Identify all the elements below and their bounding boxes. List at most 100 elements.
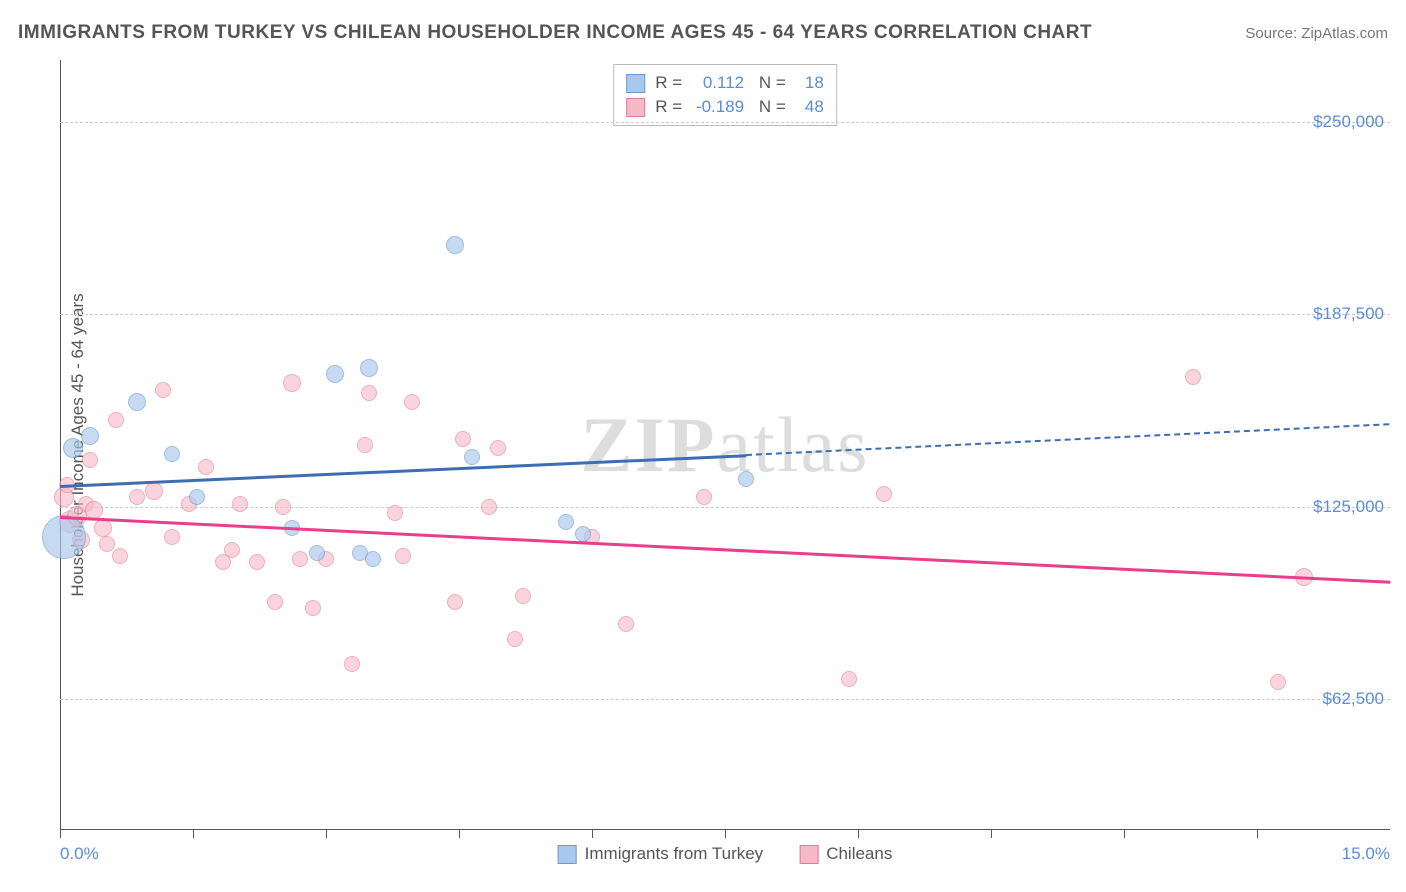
source-name: ZipAtlas.com (1301, 25, 1388, 42)
data-point-chilean (198, 459, 214, 475)
data-point-turkey (464, 449, 480, 465)
n-value-chilean: 48 (792, 97, 824, 117)
data-point-chilean (1270, 674, 1286, 690)
swatch-chilean (799, 845, 818, 864)
x-tick-label-last: 15.0% (1342, 844, 1390, 864)
n-label: N = (754, 97, 786, 117)
x-tick (1124, 830, 1125, 838)
data-point-chilean (305, 600, 321, 616)
y-axis-line (60, 60, 61, 830)
data-point-chilean (618, 616, 634, 632)
data-point-chilean (267, 594, 283, 610)
data-point-turkey (189, 489, 205, 505)
data-point-chilean (155, 382, 171, 398)
legend-label-chilean: Chileans (826, 844, 892, 864)
x-tick (725, 830, 726, 838)
correlation-row-chilean: R = -0.189 N = 48 (626, 95, 824, 119)
data-point-chilean (395, 548, 411, 564)
plot-container: Householder Income Ages 45 - 64 years ZI… (60, 60, 1390, 830)
data-point-chilean (164, 529, 180, 545)
gridline-h (60, 314, 1390, 315)
watermark: ZIPatlas (581, 400, 870, 490)
source-attribution: Source: ZipAtlas.com (1245, 25, 1388, 42)
y-tick-label: $250,000 (1313, 112, 1384, 132)
n-value-turkey: 18 (792, 73, 824, 93)
data-point-chilean (455, 431, 471, 447)
x-tick (193, 830, 194, 838)
data-point-chilean (447, 594, 463, 610)
data-point-chilean (99, 536, 115, 552)
data-point-chilean (145, 482, 163, 500)
plot-area: ZIPatlas R = 0.112 N = 18 R = -0.189 N =… (60, 60, 1390, 830)
r-value-chilean: -0.189 (688, 97, 744, 117)
data-point-chilean (490, 440, 506, 456)
correlation-row-turkey: R = 0.112 N = 18 (626, 71, 824, 95)
data-point-turkey (575, 526, 591, 542)
x-tick (1257, 830, 1258, 838)
data-point-turkey (63, 438, 83, 458)
x-tick (991, 830, 992, 838)
data-point-chilean (361, 385, 377, 401)
data-point-chilean (1185, 369, 1201, 385)
x-tick (60, 830, 61, 838)
y-tick-label: $125,000 (1313, 497, 1384, 517)
y-tick-label: $187,500 (1313, 304, 1384, 324)
data-point-chilean (344, 656, 360, 672)
n-label: N = (754, 73, 786, 93)
swatch-chilean (626, 98, 645, 117)
source-label: Source: (1245, 25, 1301, 42)
r-label: R = (655, 73, 682, 93)
swatch-turkey (626, 74, 645, 93)
legend-item-chilean: Chileans (799, 844, 892, 864)
x-tick (459, 830, 460, 838)
data-point-turkey (360, 359, 378, 377)
data-point-turkey (446, 236, 464, 254)
data-point-turkey (42, 515, 86, 559)
gridline-h (60, 699, 1390, 700)
trend-line-dashed (746, 423, 1390, 456)
data-point-chilean (387, 505, 403, 521)
data-point-chilean (292, 551, 308, 567)
data-point-chilean (481, 499, 497, 515)
data-point-chilean (275, 499, 291, 515)
data-point-turkey (309, 545, 325, 561)
data-point-turkey (326, 365, 344, 383)
y-tick-label: $62,500 (1323, 689, 1384, 709)
data-point-chilean (283, 374, 301, 392)
gridline-h (60, 122, 1390, 123)
data-point-turkey (128, 393, 146, 411)
chart-title: IMMIGRANTS FROM TURKEY VS CHILEAN HOUSEH… (18, 22, 1092, 44)
r-value-turkey: 0.112 (688, 73, 744, 93)
data-point-chilean (94, 519, 112, 537)
data-point-chilean (129, 489, 145, 505)
data-point-chilean (515, 588, 531, 604)
legend-item-turkey: Immigrants from Turkey (558, 844, 764, 864)
title-bar: IMMIGRANTS FROM TURKEY VS CHILEAN HOUSEH… (18, 22, 1388, 44)
data-point-chilean (232, 496, 248, 512)
data-point-chilean (82, 452, 98, 468)
data-point-turkey (81, 427, 99, 445)
legend-label-turkey: Immigrants from Turkey (585, 844, 764, 864)
data-point-turkey (365, 551, 381, 567)
data-point-chilean (404, 394, 420, 410)
trend-line (60, 516, 1390, 583)
data-point-chilean (249, 554, 265, 570)
watermark-bold: ZIP (581, 401, 717, 488)
x-tick-label-first: 0.0% (60, 844, 99, 864)
data-point-turkey (164, 446, 180, 462)
data-point-chilean (357, 437, 373, 453)
x-tick (858, 830, 859, 838)
data-point-turkey (738, 471, 754, 487)
swatch-turkey (558, 845, 577, 864)
series-legend: Immigrants from Turkey Chileans (558, 844, 893, 864)
correlation-legend: R = 0.112 N = 18 R = -0.189 N = 48 (613, 64, 837, 126)
data-point-chilean (108, 412, 124, 428)
data-point-chilean (112, 548, 128, 564)
x-tick (326, 830, 327, 838)
data-point-chilean (841, 671, 857, 687)
gridline-h (60, 507, 1390, 508)
x-tick (592, 830, 593, 838)
data-point-turkey (558, 514, 574, 530)
data-point-chilean (224, 542, 240, 558)
data-point-chilean (507, 631, 523, 647)
